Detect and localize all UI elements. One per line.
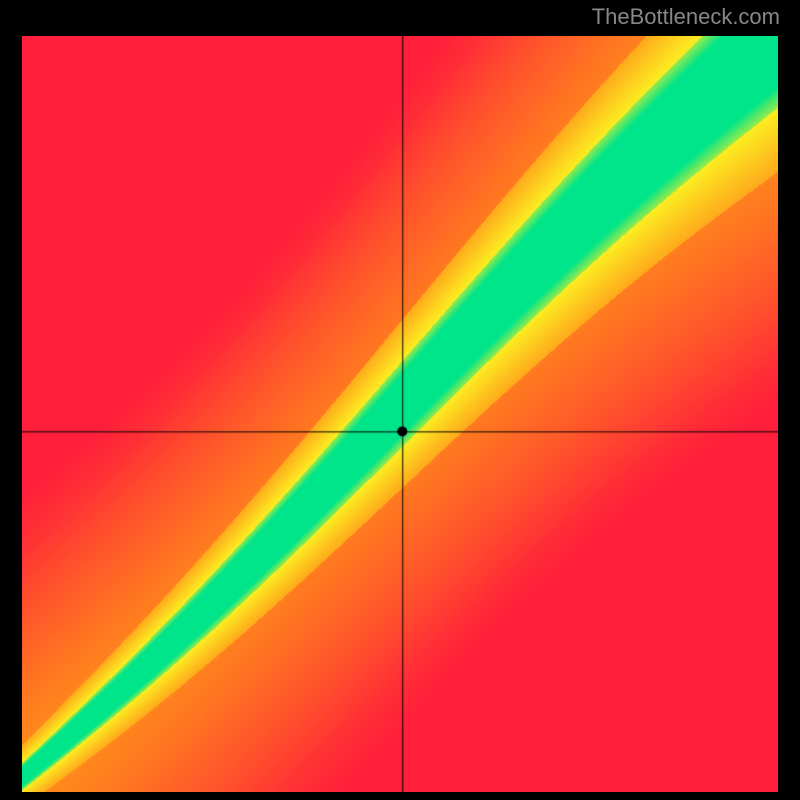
heatmap-chart <box>22 36 778 792</box>
chart-container: TheBottleneck.com <box>0 0 800 800</box>
watermark-text: TheBottleneck.com <box>592 4 780 30</box>
heatmap-canvas <box>22 36 778 792</box>
